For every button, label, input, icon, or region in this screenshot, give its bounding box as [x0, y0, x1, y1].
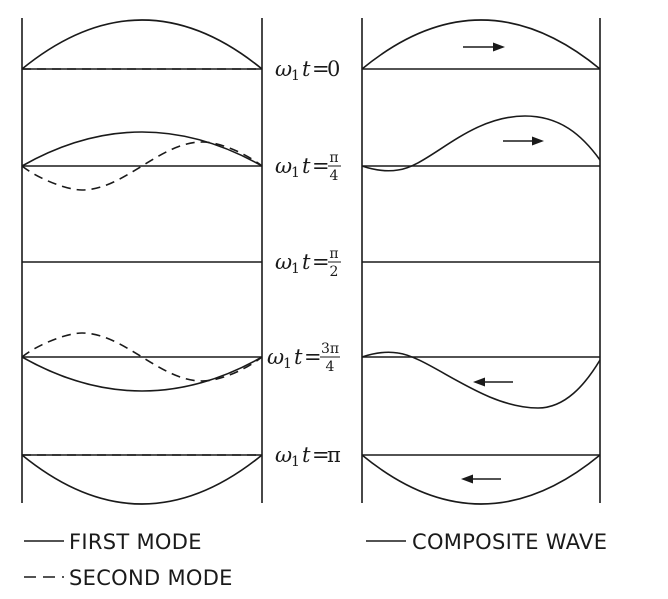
row-t0 [21, 19, 601, 70]
time-variable: t [294, 345, 303, 369]
row-t-pi [21, 454, 601, 505]
omega-symbol: ω [275, 250, 292, 274]
omega-subscript: 1 [291, 454, 300, 470]
row-t-pi-4 [21, 115, 601, 191]
arrow-right-row2 [503, 136, 544, 146]
time-value: 0 [327, 57, 340, 81]
time-variable: t [302, 57, 311, 81]
composite-wave-row1 [361, 19, 601, 70]
composite-wave-row4 [361, 351, 601, 409]
time-label-row5: ω 1 t = π [275, 443, 341, 470]
legend-second-mode-label: SECOND MODE [69, 566, 233, 590]
legend-first-mode-label: FIRST MODE [69, 530, 202, 554]
legend: FIRST MODE SECOND MODE COMPOSITE WAVE [24, 530, 607, 590]
equals-sign: = [312, 250, 330, 274]
time-label-row2: ω 1 t = π 4 [275, 150, 341, 184]
legend-composite-wave-label: COMPOSITE WAVE [412, 530, 607, 554]
omega-subscript: 1 [291, 68, 300, 84]
fraction-numerator: 3π [321, 341, 339, 357]
equals-sign: = [304, 345, 322, 369]
fraction-numerator: π [329, 150, 338, 166]
second-mode-row4 [21, 332, 263, 382]
time-variable: t [302, 154, 311, 178]
equals-sign: = [312, 57, 330, 81]
fraction-denominator: 2 [330, 264, 339, 280]
omega-symbol: ω [267, 345, 284, 369]
time-label-row1: ω 1 t = 0 [275, 57, 340, 84]
time-variable: t [302, 443, 311, 467]
fraction-denominator: 4 [326, 359, 335, 375]
omega-symbol: ω [275, 57, 292, 81]
legend-composite-wave: COMPOSITE WAVE [366, 530, 607, 554]
legend-first-mode: FIRST MODE [24, 530, 202, 554]
fraction-numerator: π [329, 246, 338, 262]
time-label-row4: ω 1 t = 3π 4 [267, 341, 340, 375]
omega-subscript: 1 [291, 261, 300, 277]
first-mode-row2 [21, 131, 263, 167]
first-mode-row4 [21, 356, 263, 392]
arrow-left-row4 [473, 377, 513, 387]
omega-subscript: 1 [291, 165, 300, 181]
equals-sign: = [312, 443, 330, 467]
fraction-denominator: 4 [330, 168, 339, 184]
legend-second-mode: SECOND MODE [24, 566, 233, 590]
row-t-3pi-4 [21, 332, 601, 409]
time-value: π [327, 443, 341, 467]
time-variable: t [302, 250, 311, 274]
composite-wave-row5 [361, 454, 601, 505]
omega-symbol: ω [275, 443, 292, 467]
omega-symbol: ω [275, 154, 292, 178]
arrow-right-row1 [463, 42, 505, 52]
composite-wave-row2 [361, 115, 601, 172]
second-mode-row2 [21, 141, 263, 191]
time-label-row3: ω 1 t = π 2 [275, 246, 341, 280]
first-mode-row5 [21, 454, 263, 505]
equals-sign: = [312, 154, 330, 178]
first-mode-row1 [21, 19, 263, 70]
omega-subscript: 1 [283, 356, 292, 372]
arrow-left-row5 [461, 474, 501, 484]
